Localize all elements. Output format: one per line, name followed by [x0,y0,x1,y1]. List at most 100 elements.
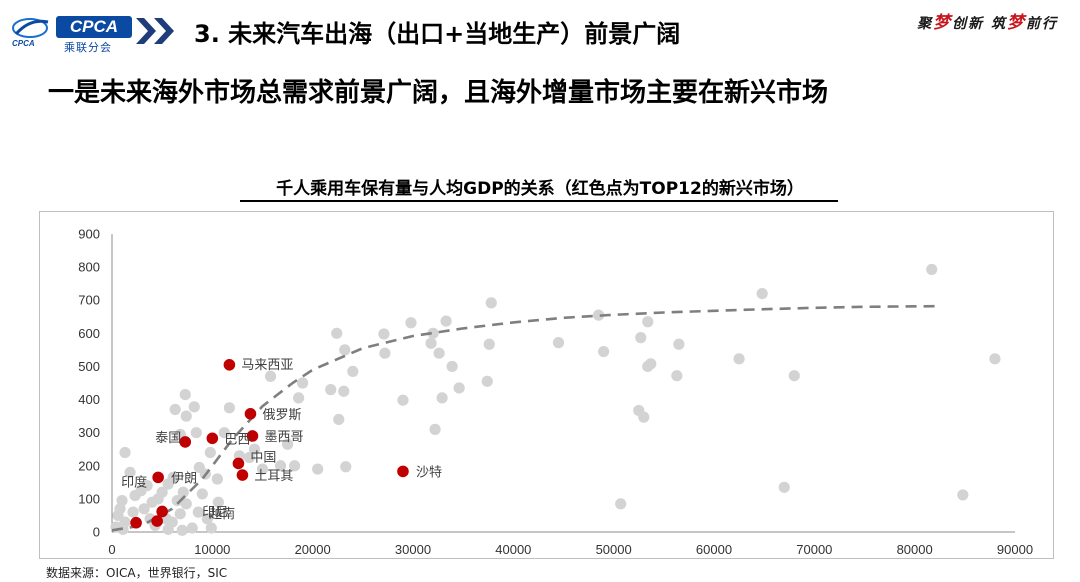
highlight-point [244,407,257,420]
scatter-point [379,347,391,359]
x-tick-label: 90000 [997,542,1033,557]
highlight-point [206,432,219,445]
point-label: 印度 [121,475,147,491]
scatter-point [635,332,647,344]
slogan-part: 前行 [1026,16,1058,32]
highlight-point [130,516,142,529]
page-title: 3. 未来汽车出海（出口+当地生产）前景广阔 [194,20,681,48]
point-label: 伊朗 [171,471,197,486]
scatter-point [205,522,217,534]
scatter-point [124,466,136,478]
scatter-point [171,494,183,507]
point-label: 马来西亚 [241,358,293,373]
scatter-point [598,345,610,358]
y-tick-label: 400 [78,392,100,407]
logo-subtitle: 乘联分会 [64,42,112,54]
scatter-point [196,488,208,500]
scatter-point [174,508,186,520]
scatter-point [481,375,493,387]
scatter-point [339,344,351,356]
scatter-point [211,473,223,485]
scatter-point [453,382,465,394]
scatter-point [733,353,745,365]
highlight-point [152,471,164,484]
scatter-point [256,463,269,475]
scatter-point [331,327,343,339]
scatter-point [248,443,261,455]
y-tick-label: 600 [78,326,100,341]
point-label: 泰国 [155,431,181,446]
scatter-point [671,370,683,382]
x-tick-label: 70000 [796,542,832,557]
scatter-point [989,353,1001,365]
scatter-point [446,360,458,373]
slogan-accent: 梦 [933,13,953,33]
scatter-point [190,427,202,439]
slogan-accent: 梦 [1007,13,1026,33]
highlight-point [236,469,249,481]
point-label: 印尼 [202,505,228,520]
y-tick-label: 0 [93,525,100,540]
scatter-point [223,402,235,414]
point-label: 越南 [209,506,235,522]
headline: 一是未来海外市场总需求前景广阔，且海外增量市场主要在新兴市场 [48,78,829,108]
scatter-point [483,338,495,350]
scatter-point [289,460,301,472]
scatter-point [204,446,216,459]
point-label: 土耳其 [254,469,293,484]
cpca-emblem-icon: CPCA [12,18,49,48]
scatter-point [243,451,256,464]
scatter-point [169,403,181,416]
scatter-point [186,522,198,534]
x-tick-label: 10000 [194,542,230,557]
highlight-point [232,457,245,470]
point-label: 沙特 [416,465,442,480]
highlight-point [179,436,192,448]
scatter-point [192,506,204,518]
scatter-point [397,394,409,406]
highlight-point [156,505,168,518]
scatter-point [312,463,324,475]
scatter-point [162,478,174,490]
x-tick-label: 50000 [596,542,632,557]
trend-curve [111,304,935,532]
scatter-point [129,489,141,502]
slogan-part: 聚 [917,16,934,32]
scatter-point [201,513,213,525]
scatter-point [926,263,938,276]
scatter-point [633,404,645,417]
y-tick-label: 700 [78,293,100,308]
scatter-point [642,316,654,328]
slogan-part: 创新 筑 [952,16,1007,32]
scatter-point [433,347,445,359]
highlight-point [151,515,163,527]
scatter-point [440,315,452,327]
scatter-point [297,377,309,389]
scatter-point [333,413,345,426]
scatter-point [146,496,158,508]
scatter-point [338,385,350,397]
scatter-point [552,337,565,349]
scatter-point [180,498,192,510]
double-chevron-icon [136,18,174,44]
scatter-point [425,337,437,349]
scatter-point [485,297,497,309]
y-tick-label: 800 [78,260,100,275]
scatter-point [340,461,352,473]
point-label: 巴西 [224,432,250,447]
logo-text: CPCA [56,16,132,38]
scatter-point [264,370,277,382]
x-tick-label: 40000 [495,542,531,557]
scatter-point [325,384,337,396]
scatter-point [378,328,390,340]
scatter-point [127,506,139,518]
scatter-point [405,317,417,329]
scatter-point [212,496,224,508]
point-label: 墨西哥 [264,430,303,445]
scatter-point [176,524,188,536]
scatter-point [347,365,359,378]
chart-title: 千人乘用车保有量与人均GDP的关系（红色点为TOP12的新兴市场） [276,179,804,199]
scatter-point [274,460,287,472]
scatter-point [162,523,174,535]
scatter-point [429,423,441,435]
